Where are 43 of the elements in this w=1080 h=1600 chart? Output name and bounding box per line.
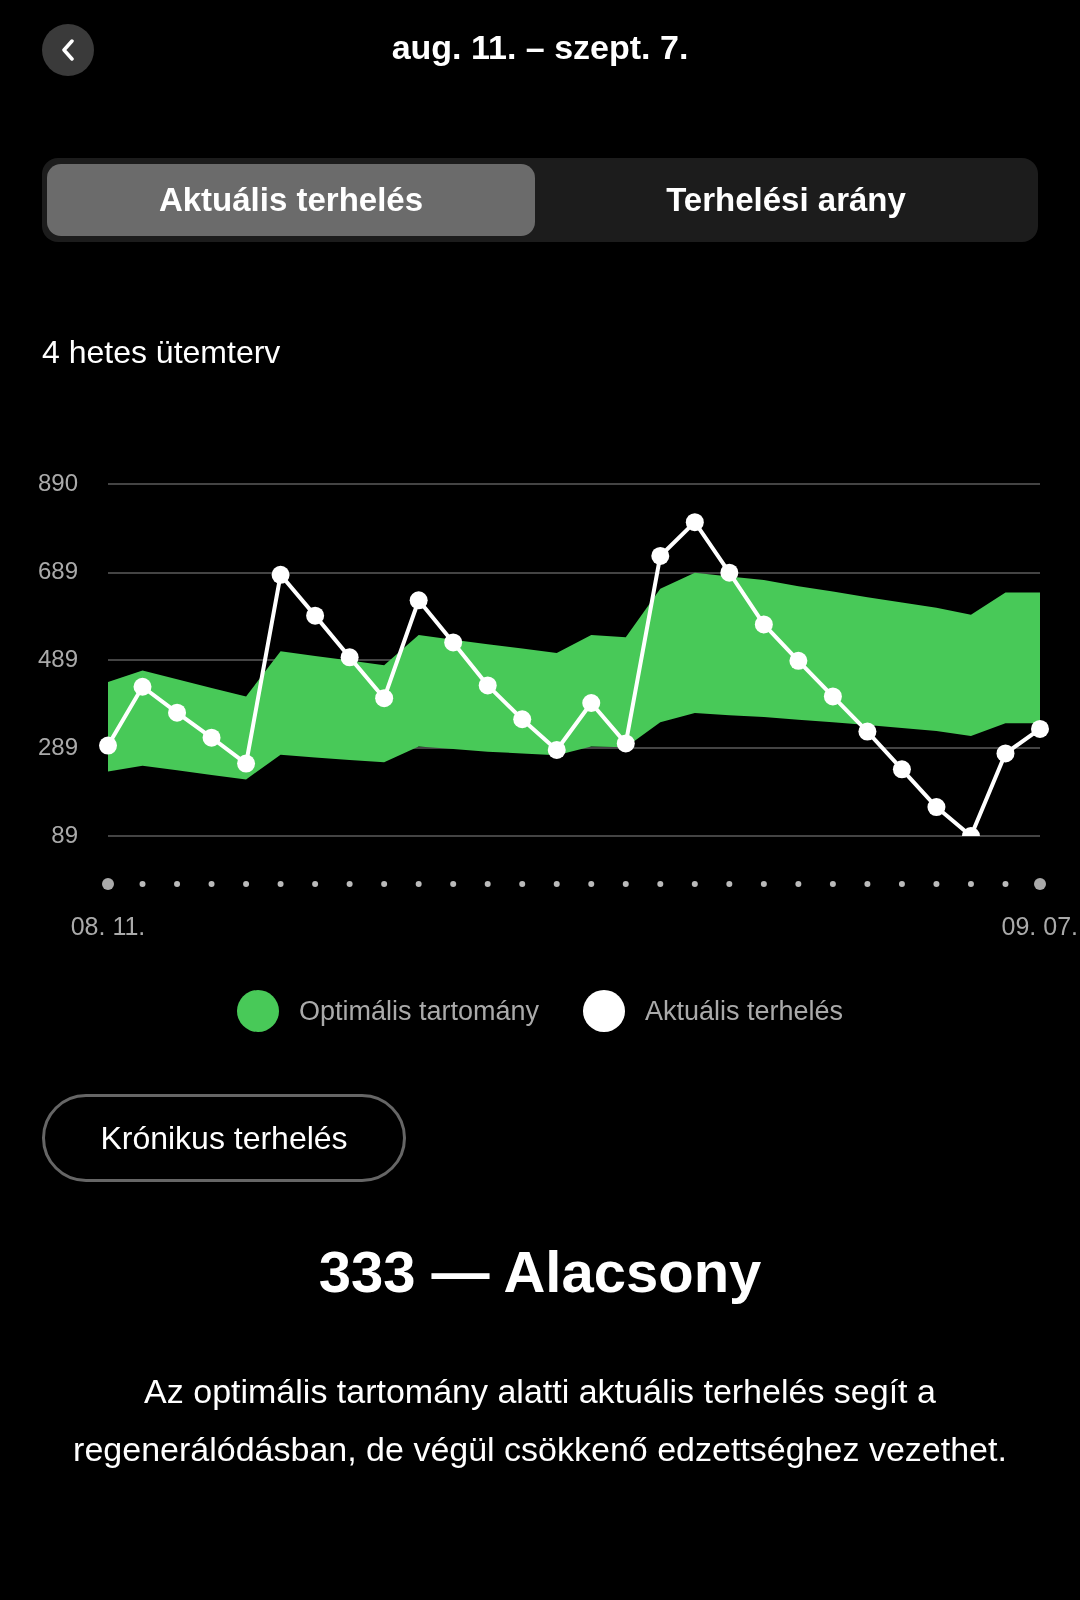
point	[927, 798, 946, 817]
point	[823, 687, 842, 706]
point	[237, 754, 256, 773]
y-tick-label: 689	[37, 557, 78, 585]
legend-label: Optimális tartomány	[298, 995, 539, 1027]
point	[858, 722, 877, 741]
point	[513, 710, 532, 729]
point	[651, 546, 670, 565]
point	[409, 591, 428, 610]
point	[685, 513, 704, 532]
point	[996, 744, 1015, 763]
chart-title: aug. 11. – szept. 7.	[390, 28, 690, 67]
text: Az optimális tartomány alatti aktuális terhelés segít a regenerálódásban, de végül csökkenő edzettséghez vezethet.	[72, 1371, 1008, 1470]
point	[789, 651, 808, 670]
point	[340, 648, 359, 667]
point	[168, 703, 187, 722]
point	[1031, 719, 1049, 738]
point	[616, 734, 635, 753]
point	[547, 740, 566, 759]
text: 333 — Alacsony	[317, 1238, 763, 1305]
y-tick-label: 289	[37, 732, 78, 760]
x-tick-label: 08. 11.	[70, 911, 146, 940]
point	[720, 563, 739, 582]
text: Krónikus terhelés	[42, 1094, 406, 1182]
text: Terhelési arány	[665, 180, 907, 220]
chart-subtitle: 4 hetes ütemterv	[42, 334, 281, 371]
y-tick-label: 890	[37, 469, 78, 497]
y-tick-label: 89	[51, 820, 78, 848]
point	[133, 677, 152, 696]
text: Aktuális terhelés	[47, 164, 535, 236]
point	[99, 736, 117, 755]
y-tick-label: 489	[37, 645, 78, 673]
point	[271, 565, 290, 584]
point	[306, 606, 325, 625]
legend-label: Aktuális terhelés	[644, 995, 844, 1027]
point	[375, 689, 394, 708]
point	[582, 694, 601, 712]
point	[892, 760, 911, 779]
point	[754, 615, 773, 634]
point	[444, 633, 463, 652]
x-tick-label: 09. 07.	[1001, 911, 1078, 940]
point	[478, 676, 497, 695]
point	[202, 728, 221, 747]
